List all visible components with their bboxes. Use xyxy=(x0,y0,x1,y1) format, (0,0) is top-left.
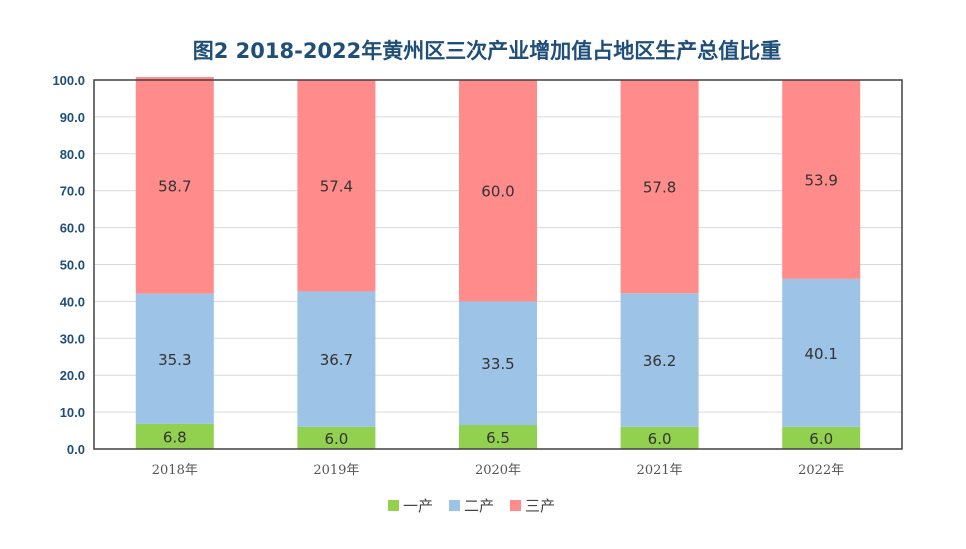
bar-segment xyxy=(782,426,861,449)
x-tick-label: 2021年 xyxy=(637,463,683,478)
legend-swatch xyxy=(510,500,521,511)
x-tick-label: 2022年 xyxy=(798,463,844,478)
bar-segment xyxy=(782,278,861,427)
legend-label: 二产 xyxy=(464,497,494,515)
y-tick-label: 60.0 xyxy=(60,221,85,236)
data-label: 40.1 xyxy=(804,345,837,363)
y-tick-label: 20.0 xyxy=(60,368,85,383)
y-tick-label: 80.0 xyxy=(60,147,85,162)
y-tick-label: 30.0 xyxy=(60,331,85,346)
legend-swatch xyxy=(449,500,460,511)
data-label: 6.0 xyxy=(648,430,672,448)
y-tick-label: 90.0 xyxy=(60,110,85,125)
y-tick-label: 10.0 xyxy=(60,405,85,420)
bar-segment xyxy=(297,426,376,449)
plot-frame xyxy=(93,79,903,450)
y-tick-label: 50.0 xyxy=(60,258,85,273)
data-label: 6.5 xyxy=(486,429,510,447)
y-tick-label: 0.0 xyxy=(67,442,85,457)
y-tick-label: 40.0 xyxy=(60,294,85,309)
data-label: 6.0 xyxy=(809,430,833,448)
chart-title: 图2 2018-2022年黄州区三次产业增加值占地区生产总值比重 xyxy=(193,39,782,63)
data-label: 6.0 xyxy=(324,430,348,448)
data-label: 36.7 xyxy=(320,351,353,369)
data-label: 57.4 xyxy=(320,178,353,196)
legend-label: 一产 xyxy=(403,497,433,515)
legend-label: 三产 xyxy=(525,497,555,515)
bar-segment xyxy=(782,80,861,279)
data-label: 57.8 xyxy=(643,179,676,197)
bar-segment xyxy=(135,77,214,294)
data-label: 60.0 xyxy=(481,183,514,201)
data-label: 35.3 xyxy=(158,351,191,369)
y-tick-label: 70.0 xyxy=(60,184,85,199)
x-tick-label: 2020年 xyxy=(475,463,521,478)
bar-segment xyxy=(135,293,214,424)
bar-segment xyxy=(135,423,214,449)
bar-segment xyxy=(459,301,537,426)
data-label: 6.8 xyxy=(163,428,187,446)
data-label: 53.9 xyxy=(804,171,837,189)
data-label: 33.5 xyxy=(481,355,514,373)
bar-segment xyxy=(620,80,699,294)
y-tick-label: 100.0 xyxy=(52,73,85,88)
legend-swatch xyxy=(388,500,399,511)
x-tick-label: 2018年 xyxy=(152,463,198,478)
bar-segment xyxy=(459,80,537,302)
x-tick-label: 2019年 xyxy=(313,463,359,478)
data-label: 58.7 xyxy=(158,177,191,195)
data-label: 36.2 xyxy=(643,352,676,370)
bar-segment xyxy=(620,426,699,449)
bar-segment xyxy=(620,293,699,427)
bar-segment xyxy=(297,291,376,427)
bar-segment xyxy=(297,79,376,292)
bar-segment xyxy=(459,425,537,449)
